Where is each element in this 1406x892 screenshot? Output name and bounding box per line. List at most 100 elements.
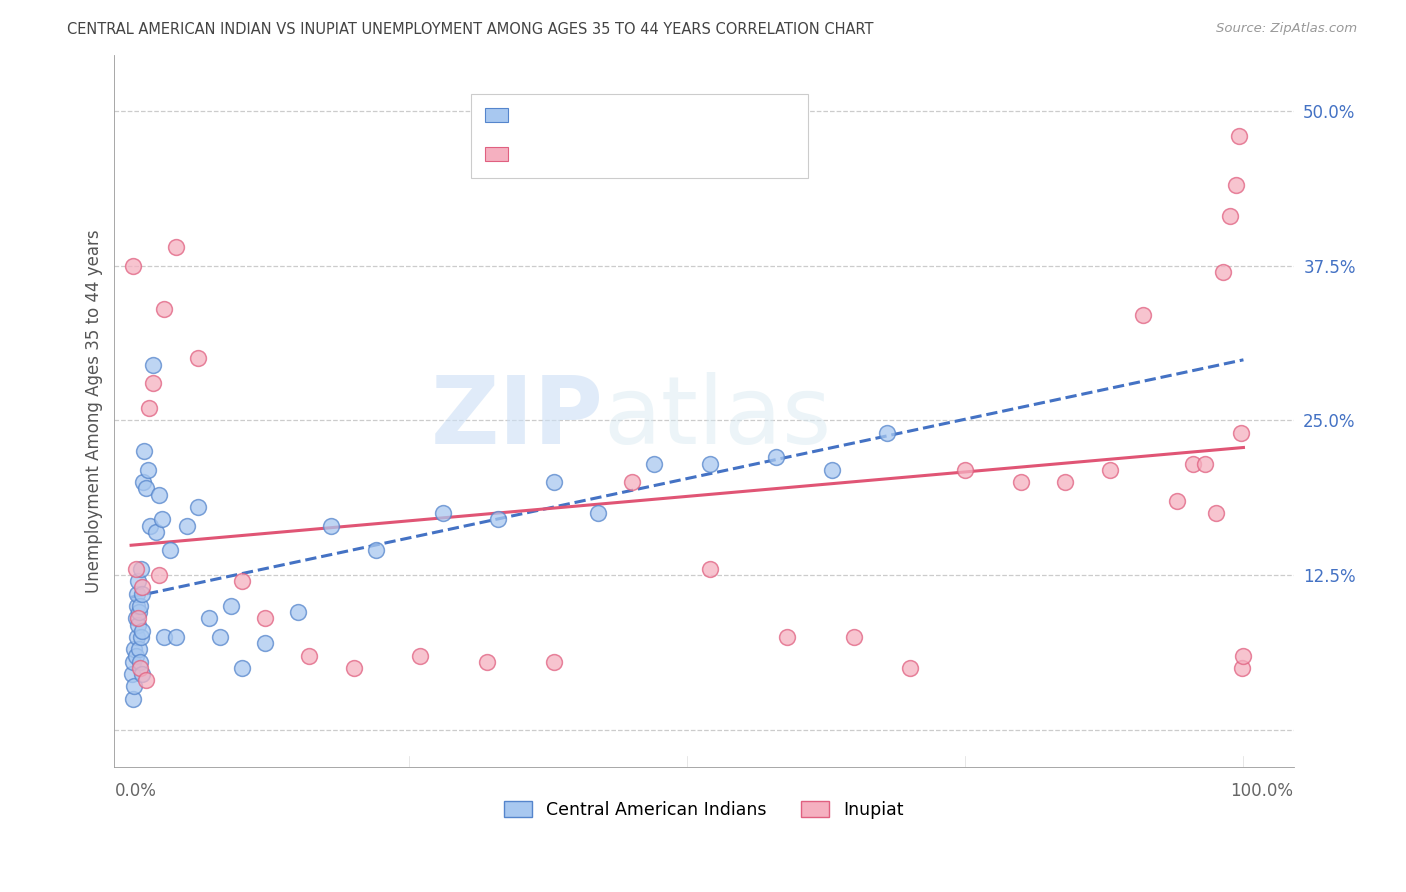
Point: [699, 562, 721, 576]
Point: [1205, 506, 1227, 520]
Point: [124, 648, 146, 663]
Point: [231, 574, 253, 589]
Text: 0.399: 0.399: [567, 145, 623, 163]
Point: [955, 463, 977, 477]
Point: [1010, 475, 1032, 490]
Point: [342, 661, 364, 675]
Text: ZIP: ZIP: [430, 372, 603, 464]
Point: [588, 506, 610, 520]
Point: [1225, 178, 1247, 193]
Point: [124, 642, 146, 657]
Point: [124, 611, 146, 625]
Point: [1098, 463, 1121, 477]
Text: 0.0%: 0.0%: [114, 781, 156, 800]
Point: [1212, 265, 1234, 279]
Point: [1182, 457, 1205, 471]
Point: [129, 661, 152, 675]
Point: [136, 463, 159, 477]
Point: [150, 512, 173, 526]
Text: 100.0%: 100.0%: [1230, 781, 1294, 800]
Point: [1232, 661, 1254, 675]
Point: [148, 487, 170, 501]
Point: [543, 655, 565, 669]
Point: [765, 450, 787, 465]
Point: [138, 401, 160, 415]
Point: [131, 667, 153, 681]
Text: R =: R =: [522, 106, 561, 124]
Point: [187, 351, 209, 366]
Point: [135, 482, 157, 496]
Point: [776, 630, 799, 644]
Point: [125, 586, 148, 600]
Text: N =: N =: [620, 145, 672, 163]
Point: [1230, 425, 1253, 440]
Point: [127, 617, 149, 632]
Point: [125, 630, 148, 644]
Point: [364, 543, 387, 558]
Point: [821, 463, 844, 477]
Point: [187, 500, 209, 514]
Point: [287, 605, 309, 619]
Point: [253, 611, 276, 625]
Point: [1166, 493, 1188, 508]
Point: [699, 457, 721, 471]
Point: [876, 425, 898, 440]
Point: [122, 691, 145, 706]
Point: [1219, 209, 1241, 223]
Point: [129, 655, 152, 669]
Point: [131, 624, 153, 638]
Point: [128, 642, 150, 657]
Text: N =: N =: [620, 106, 672, 124]
Point: [298, 648, 321, 663]
Point: [321, 518, 343, 533]
Point: [129, 630, 152, 644]
Text: CENTRAL AMERICAN INDIAN VS INUPIAT UNEMPLOYMENT AMONG AGES 35 TO 44 YEARS CORREL: CENTRAL AMERICAN INDIAN VS INUPIAT UNEMP…: [67, 22, 875, 37]
Point: [165, 630, 187, 644]
Point: [121, 667, 143, 681]
Point: [153, 630, 176, 644]
Point: [153, 301, 176, 316]
Point: [1054, 475, 1077, 490]
Point: [475, 655, 498, 669]
Point: [131, 581, 153, 595]
Text: R =: R =: [522, 145, 561, 163]
Point: [122, 259, 145, 273]
Point: [134, 444, 156, 458]
Point: [898, 661, 921, 675]
Point: [122, 655, 145, 669]
Point: [165, 240, 187, 254]
Point: [129, 599, 152, 613]
Point: [1132, 308, 1154, 322]
Point: [198, 611, 221, 625]
Legend: Central American Indians, Inupiat: Central American Indians, Inupiat: [498, 794, 911, 826]
Text: Source: ZipAtlas.com: Source: ZipAtlas.com: [1216, 22, 1357, 36]
Point: [129, 562, 152, 576]
Point: [139, 518, 162, 533]
Point: [159, 543, 181, 558]
Point: [135, 673, 157, 688]
Point: [219, 599, 242, 613]
Point: [409, 648, 432, 663]
Point: [127, 611, 149, 625]
Point: [142, 376, 165, 391]
Text: 52: 52: [673, 106, 699, 124]
Point: [231, 661, 253, 675]
Point: [1227, 128, 1250, 143]
Point: [620, 475, 643, 490]
Point: [124, 562, 146, 576]
Point: [486, 512, 509, 526]
Y-axis label: Unemployment Among Ages 35 to 44 years: Unemployment Among Ages 35 to 44 years: [86, 229, 103, 593]
Point: [132, 475, 155, 490]
Point: [253, 636, 276, 650]
Point: [128, 605, 150, 619]
Point: [124, 680, 146, 694]
Point: [842, 630, 865, 644]
Point: [643, 457, 665, 471]
Point: [127, 574, 149, 589]
Point: [145, 524, 167, 539]
Point: [543, 475, 565, 490]
Point: [1194, 457, 1216, 471]
Text: atlas: atlas: [603, 372, 832, 464]
Text: 40: 40: [673, 145, 699, 163]
Point: [1232, 648, 1254, 663]
